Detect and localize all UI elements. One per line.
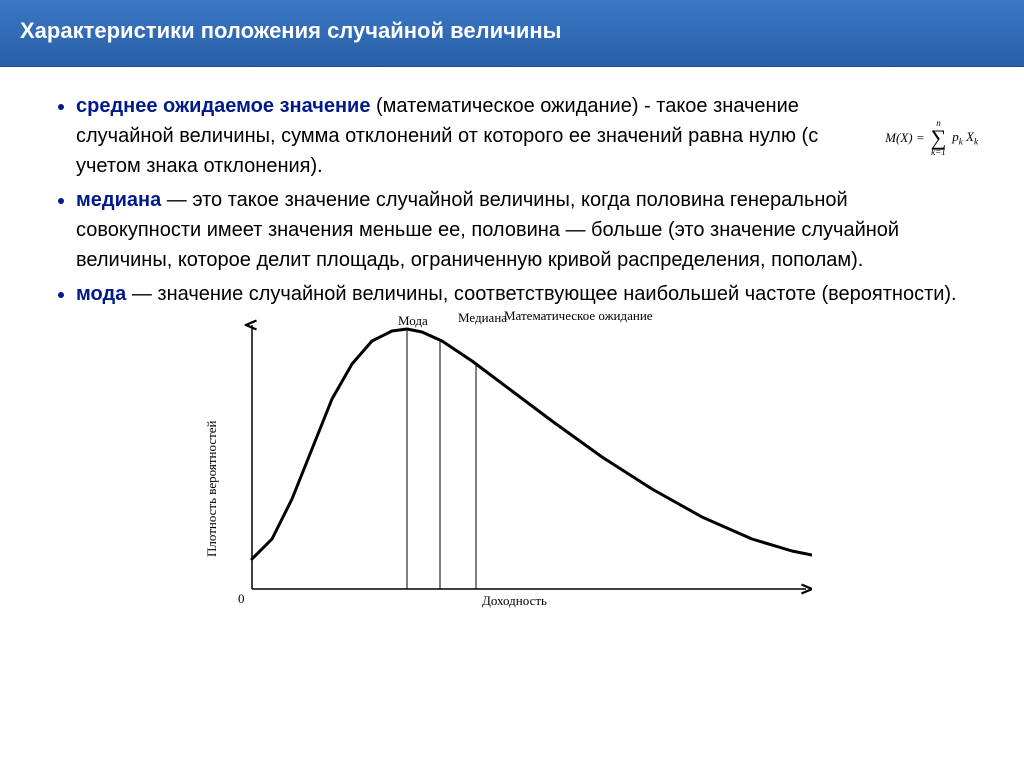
page-title: Характеристики положения случайной велич…	[20, 18, 561, 43]
definitions-list: среднее ожидаемое значение (математическ…	[46, 91, 978, 309]
chart-label-median: Медиана	[458, 310, 507, 326]
chart-label-expectation: Математическое ожидание	[504, 308, 653, 324]
term-median: медиана	[76, 189, 161, 211]
page-header: Характеристики положения случайной велич…	[0, 0, 1024, 67]
term-mean: среднее ожидаемое значение	[76, 95, 370, 117]
definition-text: — это такое значение случайной величины,…	[76, 189, 899, 271]
definition-text: — значение случайной величины, соответст…	[126, 283, 956, 305]
chart-label-mode: Мода	[398, 313, 428, 329]
formula-lhs: M(X) =	[885, 128, 924, 148]
list-item: среднее ожидаемое значение (математическ…	[76, 91, 978, 181]
expected-value-formula: M(X) = n ∑ k=1 pk Xk	[885, 119, 978, 157]
x-axis-label: Доходность	[482, 593, 547, 609]
term-mode: мода	[76, 283, 126, 305]
list-item: медиана — это такое значение случайной в…	[76, 185, 978, 275]
distribution-chart: Плотность вероятностей 0 Доходность Мода…	[212, 319, 812, 619]
sigma-icon: n ∑ k=1	[931, 119, 947, 157]
content-area: среднее ожидаемое значение (математическ…	[0, 67, 1024, 619]
y-axis-label: Плотность вероятностей	[204, 420, 220, 557]
list-item: мода — значение случайной величины, соот…	[76, 279, 978, 309]
chart-svg	[212, 319, 812, 619]
formula-rhs: pk Xk	[952, 127, 978, 149]
origin-label: 0	[238, 591, 245, 607]
